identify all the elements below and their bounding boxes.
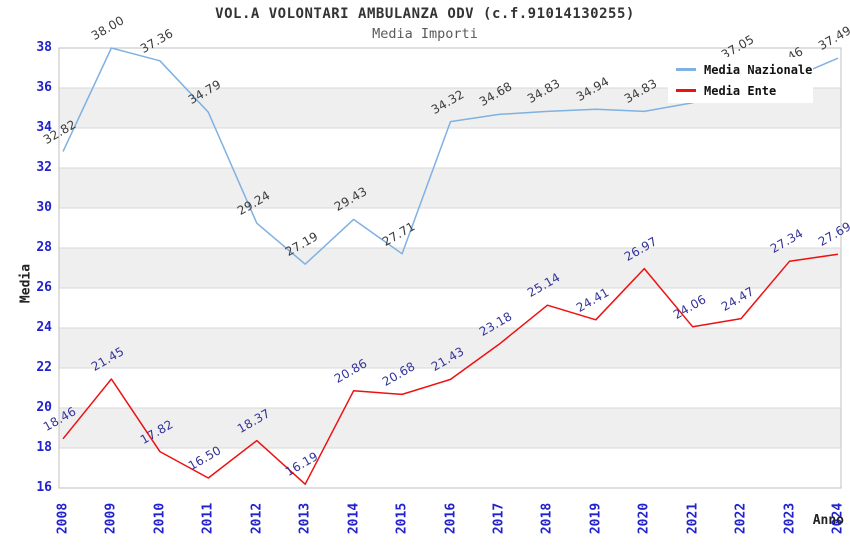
grid-band <box>59 288 841 328</box>
series-line-media-ente <box>62 253 839 485</box>
y-tick-label: 22 <box>36 360 52 375</box>
y-tick-label: 38 <box>36 40 52 55</box>
chart-title: VOL.A VOLONTARI AMBULANZA ODV (c.f.91014… <box>215 6 635 22</box>
legend-line-swatch-icon <box>676 89 696 92</box>
y-tick-label: 20 <box>36 400 52 415</box>
legend-label: Media Nazionale <box>704 62 813 77</box>
legend-line-swatch-icon <box>676 68 696 71</box>
plot-border <box>58 47 842 489</box>
legend-item-media-ente: Media Ente <box>676 84 813 98</box>
y-tick-label: 32 <box>36 160 52 175</box>
y-tick-label: 34 <box>36 120 52 135</box>
grid-band <box>59 248 841 288</box>
legend-label: Media Ente <box>704 83 777 98</box>
legend: Media Nazionale Media Ente <box>668 57 813 103</box>
y-tick-label: 16 <box>36 480 52 495</box>
y-tick-label: 30 <box>36 200 52 215</box>
chart-subtitle: Media Importi <box>372 26 478 42</box>
y-tick-label: 18 <box>36 440 52 455</box>
y-tick-label: 24 <box>36 320 52 335</box>
y-tick-label: 26 <box>36 280 52 295</box>
grid-band <box>59 368 841 408</box>
grid-band <box>59 448 841 488</box>
legend-item-media-nazionale: Media Nazionale <box>676 63 813 77</box>
x-axis-title: Anno <box>812 513 844 528</box>
grid-band <box>59 408 841 448</box>
grid-band <box>59 168 841 208</box>
y-tick-label: 36 <box>36 80 52 95</box>
y-tick-label: 28 <box>36 240 52 255</box>
grid-band <box>59 128 841 168</box>
grid-band <box>59 328 841 368</box>
grid-band <box>59 208 841 248</box>
